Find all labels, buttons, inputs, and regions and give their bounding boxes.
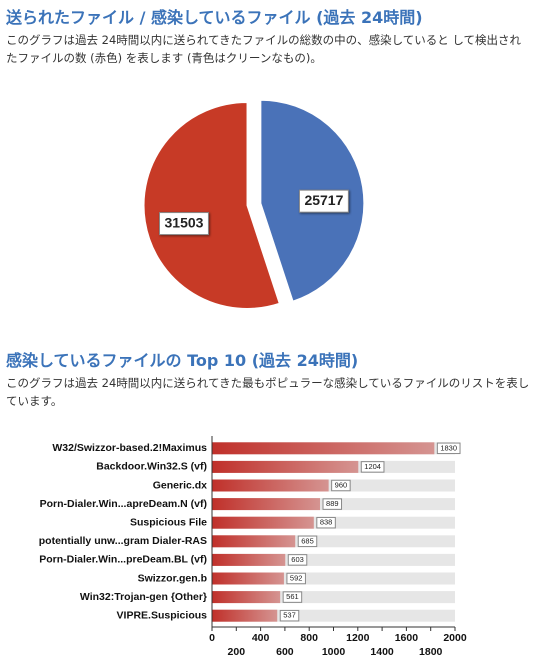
x-tick-label: 1600: [395, 632, 419, 644]
x-tick-label: 0: [209, 632, 215, 644]
value-label: 603: [287, 554, 308, 566]
section-subtitle: このグラフは過去 24時間以内に送られてきたファイルの総数の中の、感染していると…: [6, 33, 522, 65]
bar: [212, 498, 321, 511]
category-label: Generic.dx: [153, 479, 207, 491]
value-label-text: 889: [326, 499, 339, 508]
category-label: VIPRE.Suspicious: [117, 609, 208, 621]
value-label-text: 960: [335, 480, 348, 489]
value-label-text: 537: [283, 611, 296, 620]
bar: [212, 591, 281, 604]
category-label: Suspicious File: [130, 516, 207, 528]
label-box: [159, 212, 209, 236]
label-box: [279, 609, 300, 622]
label-box: [297, 535, 318, 548]
x-tick-label: 600: [276, 646, 294, 658]
value-label: 25717: [298, 189, 349, 213]
value-label: 838: [316, 516, 336, 529]
value-label-text: 25717: [304, 192, 343, 208]
value-label: 889: [322, 498, 343, 510]
value-label: 561: [282, 591, 303, 603]
value-label-text: 603: [291, 555, 304, 564]
label-box: [436, 442, 461, 455]
category-label: Porn-Dialer.Win...apreDeam.N (vf): [40, 498, 207, 510]
label-box: [298, 189, 349, 213]
value-label: 1204: [360, 461, 385, 473]
value-label-text: 838: [320, 518, 333, 527]
label-box: [286, 572, 306, 585]
x-tick-label: 400: [252, 632, 270, 644]
value-label-text: 1204: [364, 462, 381, 471]
value-label-text: 685: [301, 536, 314, 545]
bar: [212, 553, 286, 566]
value-label-text: 561: [286, 592, 299, 601]
value-label: 592: [286, 572, 306, 585]
x-tick-label: 1800: [419, 646, 443, 658]
x-tick-label: 1000: [322, 646, 346, 658]
label-box: [282, 591, 303, 603]
label-box: [360, 461, 385, 473]
bar-chart: W32/Swizzor-based.2!Maximus 1830 Backdoor.…: [39, 436, 467, 658]
value-label: 960: [331, 479, 351, 492]
x-tick-label: 1200: [346, 632, 370, 644]
bar: [212, 442, 435, 455]
value-label-text: 592: [290, 573, 303, 582]
section-subtitle: このグラフは過去 24時間以内に送られてきた最もポピュラーな感染しているファイル…: [6, 376, 530, 408]
value-label: 537: [279, 609, 300, 622]
category-label: W32/Swizzor-based.2!Maximus: [52, 442, 207, 454]
category-label: potentially unw...gram Dialer-RAS: [39, 535, 207, 547]
value-label: 685: [297, 535, 318, 548]
section-title: 送られたファイル / 感染しているファイル (過去 24時間): [6, 8, 423, 27]
category-label: Swizzor.gen.b: [138, 572, 207, 584]
x-tick-label: 200: [228, 646, 246, 658]
category-label: Backdoor.Win32.S (vf): [96, 461, 207, 473]
label-box: [316, 516, 336, 529]
bar: [212, 572, 284, 585]
pie-slice: [143, 101, 280, 309]
x-tick-label: 2000: [443, 632, 467, 644]
label-box: [322, 498, 343, 510]
label-box: [331, 479, 351, 492]
section-title: 感染しているファイルの Top 10 (過去 24時間): [6, 351, 359, 370]
x-tick-label: 1400: [370, 646, 394, 658]
category-label: Win32:Trojan-gen {Other}: [80, 591, 207, 603]
bar: [212, 460, 359, 473]
bar: [212, 609, 278, 622]
bar: [212, 516, 314, 529]
value-label: 1830: [436, 442, 461, 455]
pie-chart: 25717 31503: [143, 99, 365, 309]
value-label: 31503: [159, 212, 209, 236]
bar: [212, 535, 296, 548]
category-label: Porn-Dialer.Win...preDeam.BL (vf): [39, 554, 207, 566]
value-label-text: 1830: [440, 443, 457, 452]
value-label-text: 31503: [165, 214, 204, 230]
label-box: [287, 554, 308, 566]
x-tick-label: 800: [300, 632, 318, 644]
bar: [212, 479, 329, 492]
